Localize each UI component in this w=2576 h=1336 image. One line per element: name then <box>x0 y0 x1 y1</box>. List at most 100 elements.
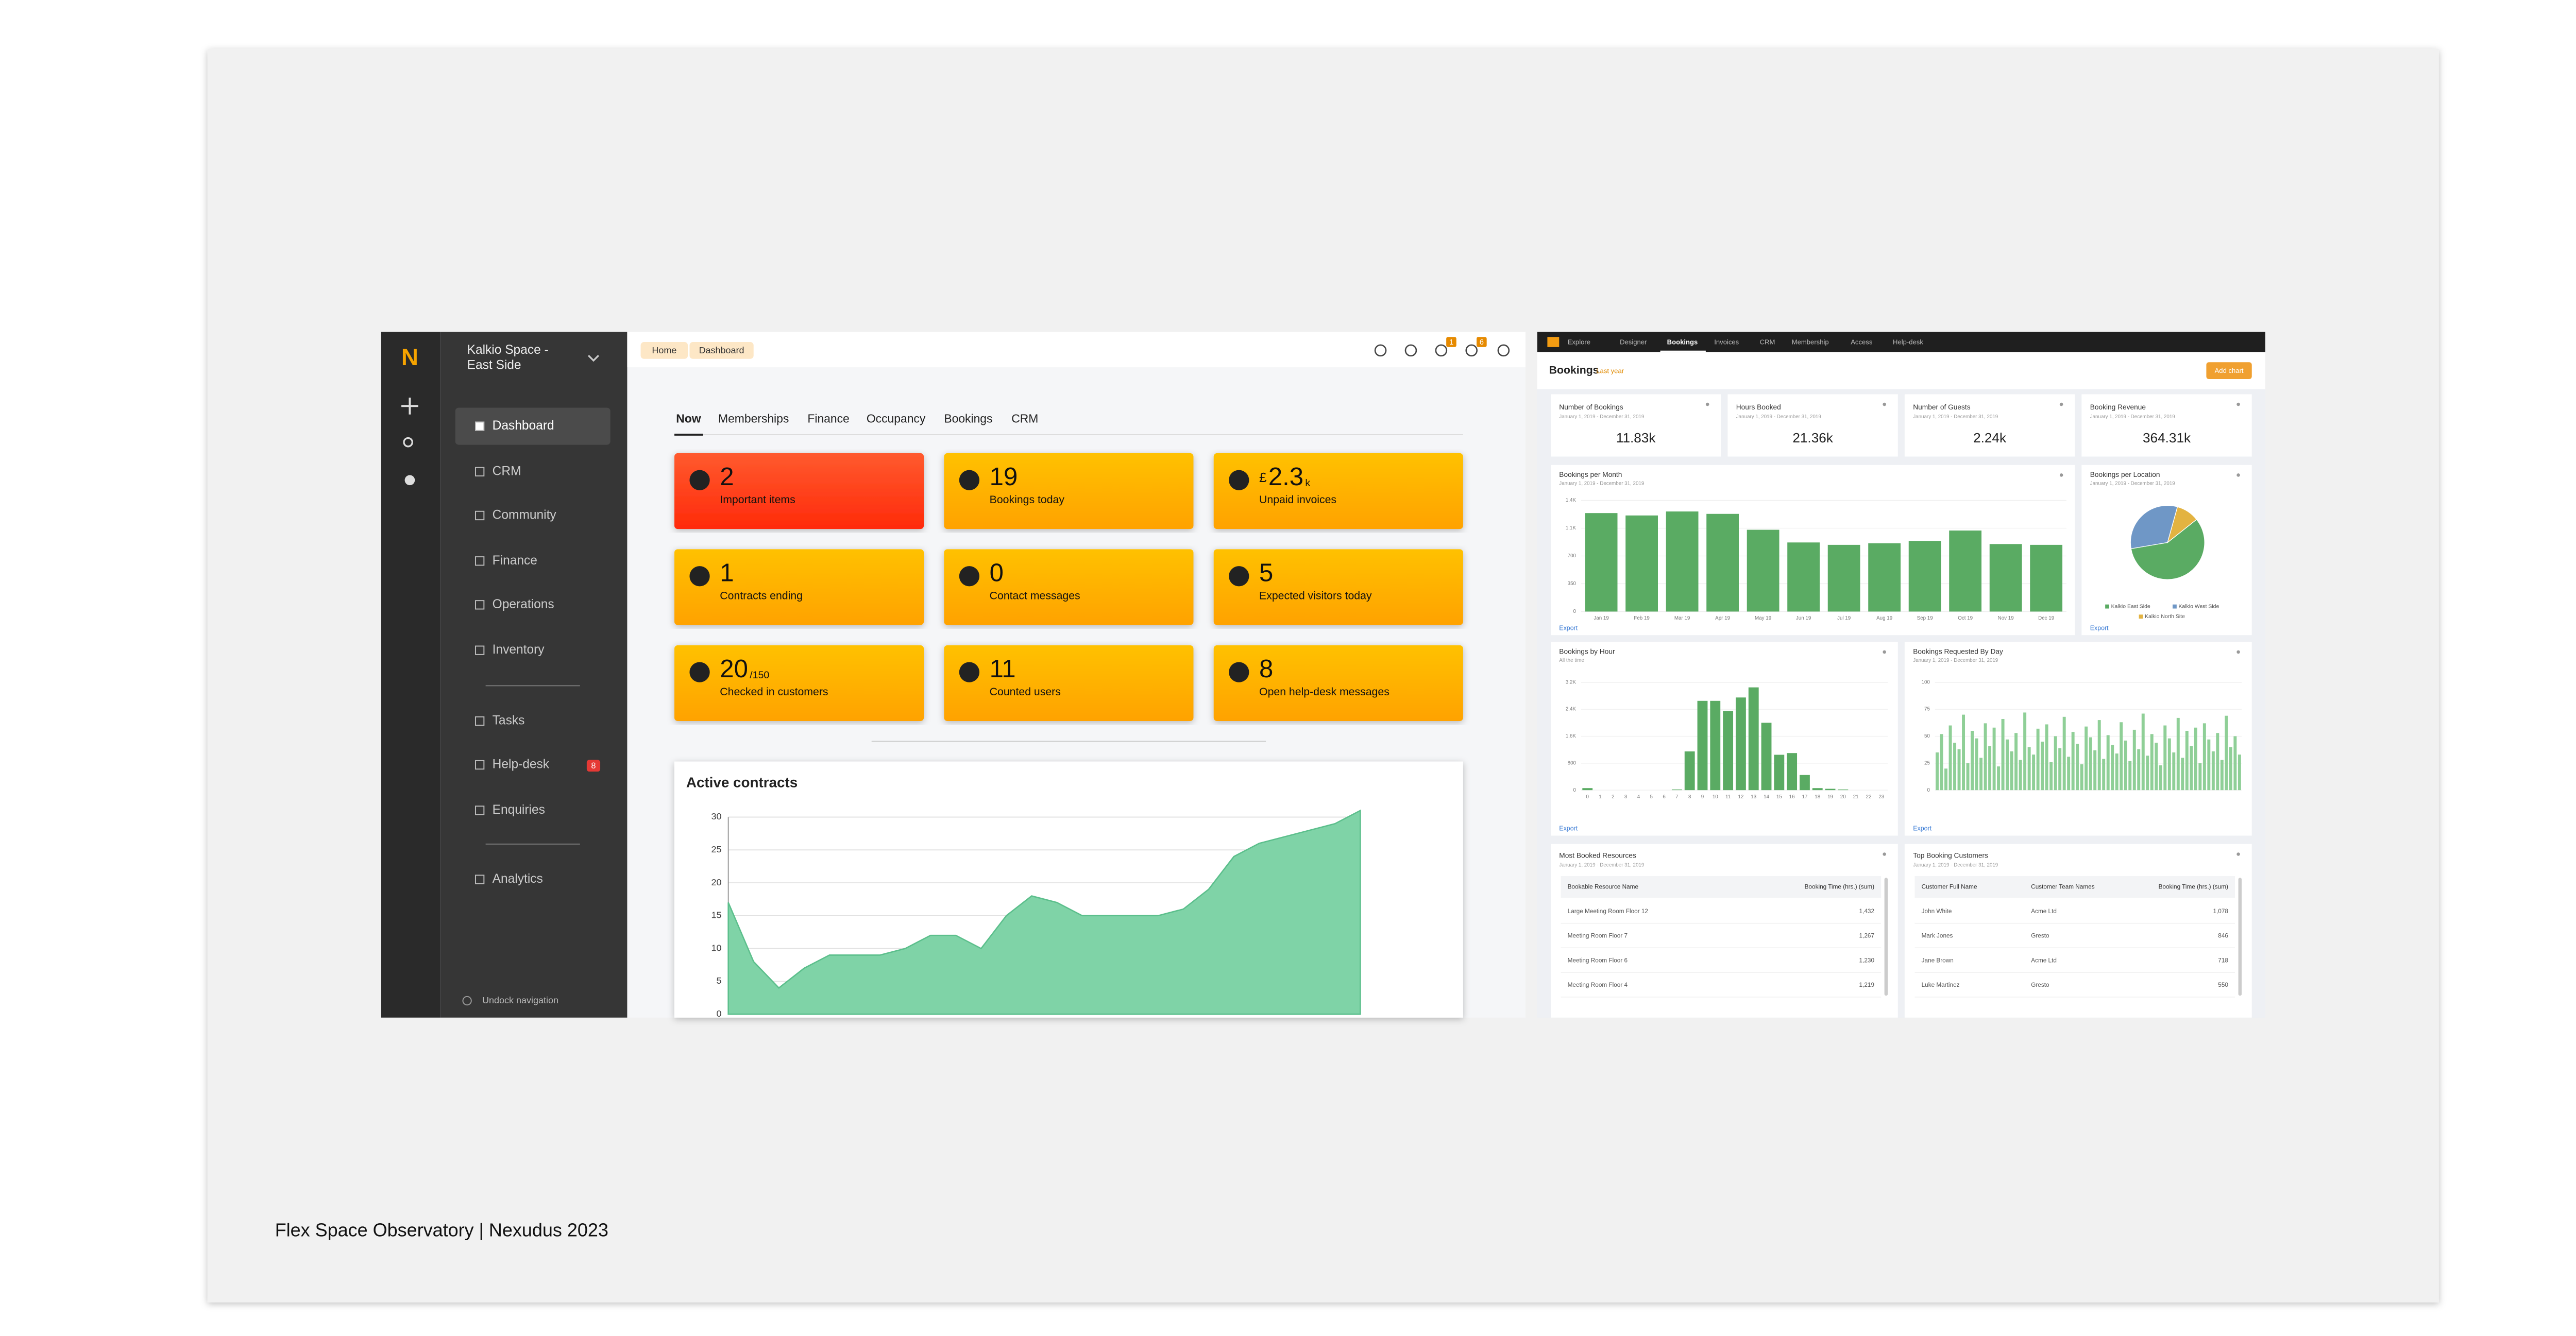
breadcrumb-chip <box>689 342 754 359</box>
menu-item: Community <box>493 508 557 522</box>
logo: N <box>401 344 418 370</box>
stat-value: 8 <box>1259 655 1273 683</box>
x-tick-label: Nov 19 <box>1998 615 2014 621</box>
bar <box>2062 716 2066 791</box>
right-header <box>1537 352 2265 389</box>
bar <box>1962 714 1965 791</box>
stat-card <box>1213 549 1463 625</box>
legend-swatch <box>2139 614 2143 619</box>
y-tick-label: 5 <box>717 975 722 986</box>
bar <box>1979 758 1983 791</box>
tab: Bookings <box>944 412 992 425</box>
table-cell: Mark Jones <box>1922 933 1953 939</box>
x-tick-label: 18 <box>1815 794 1820 800</box>
bar <box>2225 715 2228 791</box>
kpi-value: 2.24k <box>1973 430 2007 446</box>
stat-value: 5 <box>1259 559 1273 587</box>
bar <box>1735 697 1746 791</box>
chevron <box>587 355 599 362</box>
menu-item: Dashboard <box>493 419 554 433</box>
y-tick-label: 0 <box>1927 787 1930 793</box>
tab: Memberships <box>718 412 789 425</box>
date-range: January 1, 2019 - December 31, 2019 <box>1736 414 1821 420</box>
stat-icon <box>1229 470 1249 490</box>
x-tick-label: 16 <box>1789 794 1795 800</box>
legend-label: Kalkio West Side <box>2178 604 2219 609</box>
bar <box>2163 725 2167 791</box>
notif-badge-text: 1 <box>1449 338 1453 347</box>
stat-label: Unpaid invoices <box>1259 493 1336 506</box>
bar <box>1997 766 2001 791</box>
table-title: Top Booking Customers <box>1913 851 1988 859</box>
bar <box>2137 749 2141 791</box>
date-range: January 1, 2019 - December 31, 2019 <box>1913 862 1998 868</box>
y-tick-label: 25 <box>1924 760 1930 766</box>
kpi-value: 11.83k <box>1616 430 1656 446</box>
table-cell: 550 <box>2218 982 2228 988</box>
stat-value: 0 <box>990 559 1004 587</box>
chart-subtitle: All the time <box>1559 658 1584 663</box>
top-icon <box>1465 344 1478 357</box>
bar <box>2023 712 2027 791</box>
menu-item: CRM <box>493 464 521 478</box>
bar <box>2058 748 2062 791</box>
x-tick-label: Sep 19 <box>1917 615 1933 621</box>
menu-icon <box>474 600 485 610</box>
menu-item: Analytics <box>493 872 543 886</box>
kpi-value: 21.36k <box>1792 430 1833 446</box>
stat-value: 11 <box>990 655 1016 683</box>
bar <box>2128 761 2132 791</box>
table-cell: Large Meeting Room Floor 12 <box>1568 908 1648 915</box>
panel-menu <box>1883 402 1886 406</box>
bar <box>1953 743 1957 791</box>
bar <box>2030 544 2063 612</box>
bar <box>2238 755 2241 791</box>
bar <box>2190 746 2193 791</box>
y-tick-label: 0 <box>1573 609 1577 614</box>
y-tick-label: 20 <box>711 877 722 887</box>
badge-text: 8 <box>591 761 596 770</box>
bar <box>1975 738 1978 791</box>
panel-menu <box>1883 852 1886 856</box>
bar <box>1684 751 1695 791</box>
bar <box>1747 529 1780 612</box>
bar <box>2027 747 2031 791</box>
x-tick-label: 19 <box>1827 794 1833 800</box>
breadcrumb-chip <box>640 342 688 359</box>
bar <box>1800 775 1810 791</box>
y-tick-label: 700 <box>1568 553 1577 559</box>
breadcrumb: Dashboard <box>699 345 744 355</box>
legend-swatch <box>2105 604 2110 609</box>
table-cell: Gresto <box>2031 933 2049 939</box>
bar <box>2102 759 2106 791</box>
y-tick-label: 2.4K <box>1566 707 1577 712</box>
menu-item: Operations <box>493 597 554 611</box>
nav-tab: Invoices <box>1714 338 1739 346</box>
panel <box>1904 642 2252 836</box>
add-chart-button[interactable] <box>2206 362 2252 380</box>
bar <box>2202 723 2206 791</box>
export-link: Export <box>2090 624 2109 631</box>
panel <box>1550 394 1721 457</box>
bar <box>1825 789 1836 791</box>
bar <box>2198 763 2202 791</box>
kpi-label: Number of Guests <box>1913 403 1970 411</box>
stat-prefix: £ <box>1259 470 1267 485</box>
panel-menu <box>2236 402 2240 406</box>
stat-icon <box>959 470 980 490</box>
stat-icon <box>959 662 980 682</box>
bar <box>1966 763 1970 791</box>
table-cell: Acme Ltd <box>2031 957 2057 964</box>
bar <box>2115 753 2119 791</box>
bar <box>2014 733 2018 791</box>
bar <box>2010 751 2013 791</box>
y-tick-label: 800 <box>1568 760 1577 766</box>
space-name: East Side <box>467 358 521 372</box>
bar <box>2167 738 2171 791</box>
date-range: January 1, 2019 - December 31, 2019 <box>2090 414 2175 420</box>
bar <box>2120 722 2123 791</box>
menu-item: Help-desk <box>493 758 550 772</box>
menu-icon <box>474 875 485 884</box>
date-range: January 1, 2019 - December 31, 2019 <box>1559 481 1644 486</box>
